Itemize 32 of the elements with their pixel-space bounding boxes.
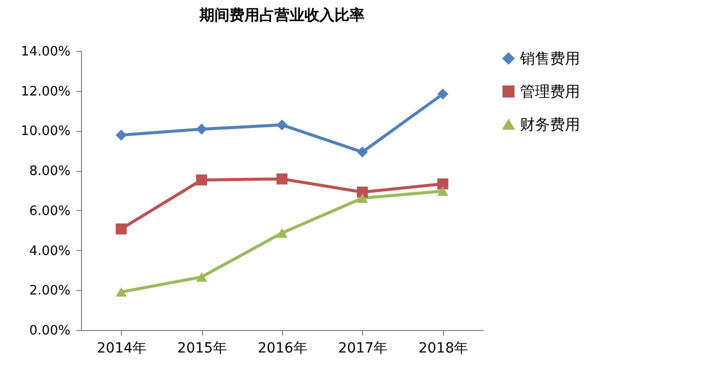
point	[437, 186, 448, 196]
x-tick-label: 2017年	[338, 340, 388, 356]
point	[356, 193, 368, 203]
point	[116, 287, 127, 297]
x-tick-label: 2018年	[418, 340, 468, 356]
point	[276, 173, 288, 184]
point	[276, 228, 288, 238]
legend-label: 财务费用	[520, 116, 580, 134]
x-tick-label: 2015年	[177, 340, 227, 356]
point	[356, 186, 368, 198]
point	[196, 174, 208, 186]
y-tick-label: 4.00%	[29, 244, 70, 259]
point	[196, 124, 208, 135]
x-tick-label: 2016年	[258, 340, 308, 356]
y-tick-label: 10.00%	[20, 124, 70, 140]
point	[116, 130, 127, 141]
point	[356, 146, 368, 158]
y-tick-label: 0.00%	[29, 324, 70, 338]
point	[116, 223, 127, 234]
point	[437, 88, 448, 100]
chart-title: 期间费用占营业收入比率	[198, 6, 364, 24]
y-tick-label: 2.00%	[29, 284, 70, 299]
y-tick-label: 6.00%	[29, 204, 70, 219]
point	[276, 119, 288, 130]
point	[196, 272, 208, 282]
legend-label: 销售费用	[519, 50, 580, 68]
point	[437, 178, 448, 190]
y-tick-label: 12.00%	[20, 84, 70, 100]
legend-label: 管理费用	[520, 82, 580, 100]
y-tick-label: 8.00%	[29, 164, 70, 180]
y-tick-label: 14.00%	[20, 44, 70, 60]
x-tick-label: 2014年	[96, 340, 147, 356]
